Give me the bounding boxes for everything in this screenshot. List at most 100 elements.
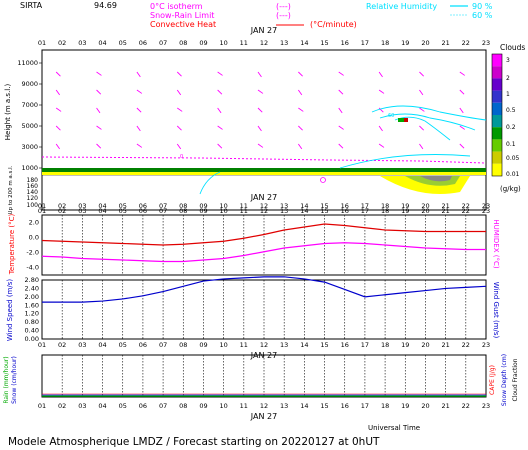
temp-hour-top-08: 08 xyxy=(179,207,187,215)
wind-arrow xyxy=(217,125,223,130)
temp-hour-top-10: 10 xyxy=(219,207,227,215)
universal-time-label: Universal Time xyxy=(368,424,420,432)
wind-arrow xyxy=(96,89,102,95)
height-tick-5000: 5000 xyxy=(21,122,38,130)
rh-contour xyxy=(371,105,487,121)
upper-hour-top-18: 18 xyxy=(381,39,389,47)
wind-arrow xyxy=(257,89,264,94)
wind-arrow xyxy=(136,143,143,148)
height-axis-label: Height (m a.s.l.) xyxy=(4,84,12,141)
legend-rh90-label: 90 % xyxy=(472,2,493,11)
wind-arrow xyxy=(378,143,385,148)
upper-hour-top-03: 03 xyxy=(78,39,86,47)
upper-date-label: JAN 27 xyxy=(250,26,277,35)
colorbar-tick-3: 3 xyxy=(506,57,510,64)
colorbar-swatch xyxy=(492,115,502,128)
upper-hour-top-02: 02 xyxy=(58,39,66,47)
upper-hour-bottom-10: 10 xyxy=(219,202,227,210)
precip-hour-bottom-13: 13 xyxy=(280,402,288,410)
rh-contour xyxy=(339,154,471,169)
upper-hour-top-07: 07 xyxy=(159,39,167,47)
cloud-band-dark xyxy=(42,168,486,172)
wind-hour-bottom-14: 14 xyxy=(300,341,308,349)
precip-hour-bottom-22: 22 xyxy=(462,402,470,410)
wind-arrow xyxy=(298,107,304,112)
wind-hour-bottom-07: 07 xyxy=(159,341,167,349)
upper-hour-bottom-01: 01 xyxy=(38,202,46,210)
cloud-spot-green xyxy=(398,118,404,122)
wind-ytick-0.00: 0.00 xyxy=(25,335,39,343)
wind-arrow xyxy=(176,71,182,77)
wind-arrow xyxy=(217,143,223,149)
wind-ytick-2.00: 2.00 xyxy=(25,293,39,301)
temp-hour-top-02: 02 xyxy=(58,207,66,215)
isotherm-0c-label: 0 xyxy=(180,154,183,160)
upper-hour-bottom-21: 21 xyxy=(441,202,449,210)
snow-axis-label: Snow (cm/hour) xyxy=(11,356,18,404)
colorbar-tick-1: 1 xyxy=(506,91,510,98)
upper-hour-bottom-17: 17 xyxy=(361,202,369,210)
legend-convective-label: Convective Heat xyxy=(150,20,216,29)
upper-hour-top-01: 01 xyxy=(38,39,46,47)
wind-hour-bottom-18: 18 xyxy=(381,341,389,349)
upper-hour-bottom-18: 18 xyxy=(381,202,389,210)
rh-contour xyxy=(394,116,451,141)
upper-hour-bottom-09: 09 xyxy=(199,202,207,210)
precip-hour-bottom-17: 17 xyxy=(361,402,369,410)
temp-hour-top-05: 05 xyxy=(119,207,127,215)
height-tick-7000: 7000 xyxy=(21,101,38,109)
wind-ytick-1.60: 1.60 xyxy=(25,301,39,309)
wind-hour-bottom-10: 10 xyxy=(219,341,227,349)
precip-hour-bottom-11: 11 xyxy=(240,402,248,410)
wind-arrow xyxy=(96,71,102,76)
station-name: SIRTA xyxy=(20,1,43,10)
precip-hour-bottom-23: 23 xyxy=(482,402,490,410)
wind-arrow xyxy=(297,89,303,96)
wind-arrow xyxy=(136,107,142,113)
wind-arrow xyxy=(338,125,344,130)
upper-hour-bottom-06: 06 xyxy=(139,202,147,210)
wind-arrow xyxy=(419,89,424,96)
upper-hour-top-19: 19 xyxy=(401,39,409,47)
precip-hour-bottom-18: 18 xyxy=(381,402,389,410)
upper-hour-top-17: 17 xyxy=(361,39,369,47)
colorbar-swatch xyxy=(492,78,502,91)
upper-hour-bottom-14: 14 xyxy=(300,202,308,210)
temp-series-humidex xyxy=(41,242,486,263)
legend-isotherm-label: 0°C isotherm xyxy=(150,2,203,11)
temp-hour-top-12: 12 xyxy=(260,207,268,215)
rain-axis-label: Rain (mm/hour) xyxy=(3,356,10,403)
precip-hour-bottom-02: 02 xyxy=(58,402,66,410)
upper-hour-top-05: 05 xyxy=(119,39,127,47)
upper-hour-bottom-22: 22 xyxy=(462,202,470,210)
wind-hour-bottom-23: 23 xyxy=(482,341,490,349)
upper-hour-bottom-20: 20 xyxy=(421,202,429,210)
wind-arrow xyxy=(217,89,223,95)
low-height-tick-160: 160 xyxy=(27,183,39,190)
wind-arrow xyxy=(419,71,425,77)
height-tick-1000: 1000 xyxy=(21,164,38,172)
upper-hour-top-08: 08 xyxy=(179,39,187,47)
colorbar-swatch xyxy=(492,127,502,140)
precip-hour-bottom-20: 20 xyxy=(421,402,429,410)
precip-hour-bottom-05: 05 xyxy=(119,402,127,410)
wind-arrow xyxy=(257,125,262,132)
temp-hour-top-20: 20 xyxy=(421,207,429,215)
upper-hour-top-22: 22 xyxy=(462,39,470,47)
temp-ytick-2.0: 2.0 xyxy=(29,219,39,227)
temp-hour-top-11: 11 xyxy=(240,207,248,215)
upper-hour-bottom-15: 15 xyxy=(320,202,328,210)
upper-hour-bottom-04: 04 xyxy=(98,202,106,210)
gust-axis-label: Wind Gust (m/s) xyxy=(492,282,500,339)
upper-hour-top-10: 10 xyxy=(219,39,227,47)
wind-arrow xyxy=(338,71,344,76)
wind-hour-bottom-22: 22 xyxy=(462,341,470,349)
wind-arrow xyxy=(378,71,383,78)
wind-arrow xyxy=(55,71,61,77)
precip-date-label: JAN 27 xyxy=(250,412,277,421)
wind-arrow xyxy=(338,107,343,114)
legend-isotherm-key: (---) xyxy=(276,2,291,11)
wind-arrow xyxy=(459,71,465,76)
cloud-band-light xyxy=(42,172,486,175)
